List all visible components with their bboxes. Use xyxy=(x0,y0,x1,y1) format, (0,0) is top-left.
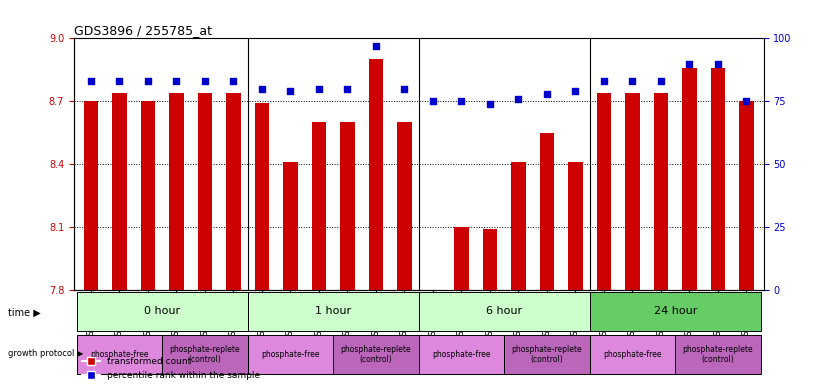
Bar xyxy=(84,101,99,290)
Bar xyxy=(654,93,668,290)
Point xyxy=(255,86,268,92)
Legend: transformed count, percentile rank within the sample: transformed count, percentile rank withi… xyxy=(78,354,264,383)
Bar xyxy=(227,93,241,290)
Text: GDS3896 / 255785_at: GDS3896 / 255785_at xyxy=(74,24,212,37)
FancyBboxPatch shape xyxy=(419,292,589,331)
Text: growth protocol ▶: growth protocol ▶ xyxy=(8,349,84,358)
Bar xyxy=(141,101,155,290)
Point xyxy=(369,43,383,49)
Text: phosphate-replete
(control): phosphate-replete (control) xyxy=(682,345,753,364)
FancyBboxPatch shape xyxy=(675,335,761,374)
Text: phosphate-replete
(control): phosphate-replete (control) xyxy=(170,345,241,364)
Point xyxy=(455,98,468,104)
Text: phosphate-free: phosphate-free xyxy=(432,350,491,359)
Text: time ▶: time ▶ xyxy=(8,308,41,318)
FancyBboxPatch shape xyxy=(504,335,589,374)
Bar xyxy=(369,60,383,290)
Point xyxy=(511,96,525,102)
Bar xyxy=(568,162,583,290)
Point xyxy=(740,98,753,104)
Point xyxy=(85,78,98,84)
Point xyxy=(683,60,696,66)
FancyBboxPatch shape xyxy=(333,335,419,374)
Point xyxy=(540,91,553,97)
FancyBboxPatch shape xyxy=(248,292,419,331)
Point xyxy=(426,98,439,104)
Text: 24 hour: 24 hour xyxy=(654,306,697,316)
Point xyxy=(170,78,183,84)
Bar xyxy=(112,93,126,290)
Point xyxy=(398,86,411,92)
Point xyxy=(569,88,582,94)
Point xyxy=(484,101,497,107)
FancyBboxPatch shape xyxy=(248,335,333,374)
Bar xyxy=(454,227,469,290)
Text: phosphate-free: phosphate-free xyxy=(90,350,149,359)
Text: phosphate-replete
(control): phosphate-replete (control) xyxy=(341,345,411,364)
Text: 1 hour: 1 hour xyxy=(315,306,351,316)
Text: phosphate-free: phosphate-free xyxy=(603,350,662,359)
Text: 0 hour: 0 hour xyxy=(144,306,181,316)
Point xyxy=(199,78,212,84)
Bar xyxy=(739,101,754,290)
Point xyxy=(313,86,326,92)
Point xyxy=(598,78,611,84)
Bar xyxy=(626,93,640,290)
Point xyxy=(654,78,667,84)
Text: phosphate-free: phosphate-free xyxy=(261,350,319,359)
FancyBboxPatch shape xyxy=(589,335,675,374)
FancyBboxPatch shape xyxy=(589,292,761,331)
Point xyxy=(711,60,724,66)
FancyBboxPatch shape xyxy=(76,335,163,374)
Bar xyxy=(597,93,611,290)
Point xyxy=(341,86,354,92)
Bar xyxy=(255,103,269,290)
Point xyxy=(284,88,297,94)
Point xyxy=(113,78,126,84)
Point xyxy=(227,78,240,84)
FancyBboxPatch shape xyxy=(419,335,504,374)
Bar xyxy=(397,122,411,290)
Bar xyxy=(341,122,355,290)
Bar xyxy=(283,162,297,290)
Bar xyxy=(540,133,554,290)
Bar xyxy=(711,68,725,290)
Bar xyxy=(198,93,212,290)
Bar xyxy=(483,229,497,290)
Bar xyxy=(511,162,525,290)
Bar xyxy=(169,93,184,290)
FancyBboxPatch shape xyxy=(163,335,248,374)
Bar xyxy=(682,68,696,290)
Text: phosphate-replete
(control): phosphate-replete (control) xyxy=(511,345,582,364)
Point xyxy=(141,78,154,84)
Point xyxy=(626,78,639,84)
FancyBboxPatch shape xyxy=(76,292,248,331)
Bar xyxy=(312,122,326,290)
Text: 6 hour: 6 hour xyxy=(486,306,522,316)
